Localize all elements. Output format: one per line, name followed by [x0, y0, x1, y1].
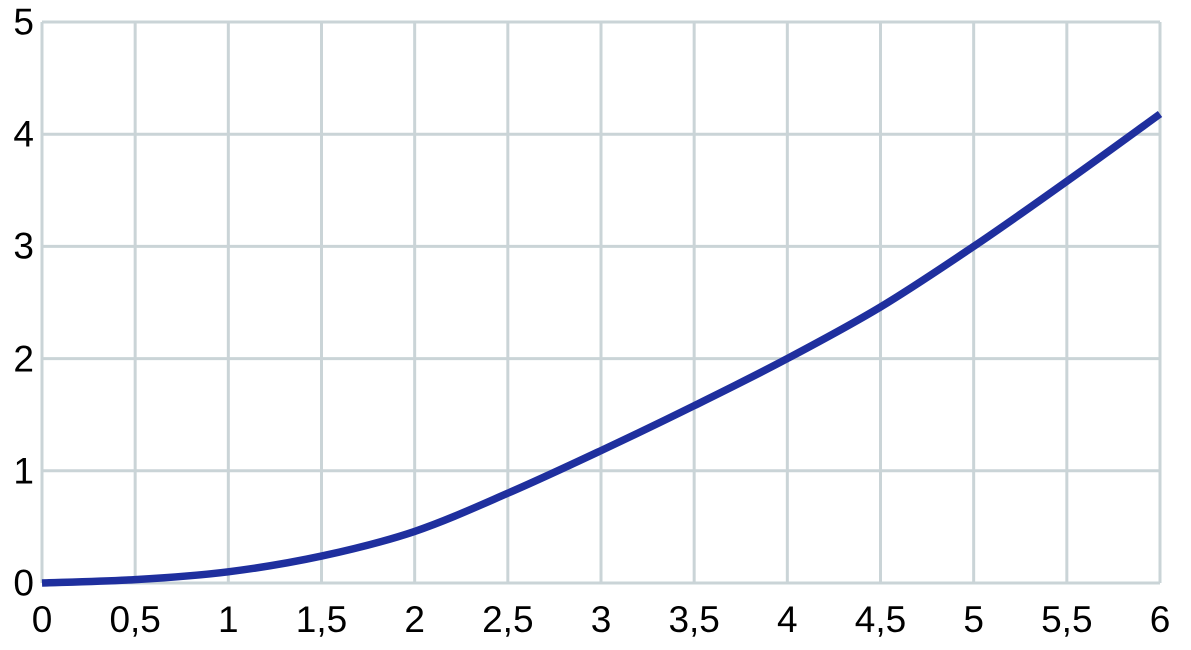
x-tick-label: 1: [218, 599, 239, 640]
y-tick-label: 4: [13, 113, 34, 155]
curve-line: [41, 110, 1163, 587]
y-tick-label: 1: [13, 450, 34, 492]
x-tick-label: 6: [1149, 599, 1171, 640]
x-tick-label: 3,5: [668, 599, 720, 640]
y-tick-label: 2: [13, 338, 34, 380]
x-tick-label: 1,5: [295, 599, 348, 640]
x-tick-label: 2,5: [482, 599, 534, 640]
x-tick-label: 0,5: [109, 599, 161, 640]
y-tick-label: 3: [13, 225, 34, 267]
x-tick-label: 5,5: [1041, 599, 1093, 640]
grid-lines: [40, 20, 1162, 585]
x-tick-label: 5: [963, 599, 984, 640]
x-tick-label: 3: [590, 599, 612, 640]
y-tick-label: 0: [13, 562, 34, 604]
x-tick-label: 4: [777, 599, 798, 640]
x-tick-label: 2: [404, 599, 425, 640]
x-tick-label: 4,5: [854, 599, 907, 640]
y-tick-label: 5: [13, 1, 34, 43]
x-tick-label: 0: [31, 599, 53, 640]
